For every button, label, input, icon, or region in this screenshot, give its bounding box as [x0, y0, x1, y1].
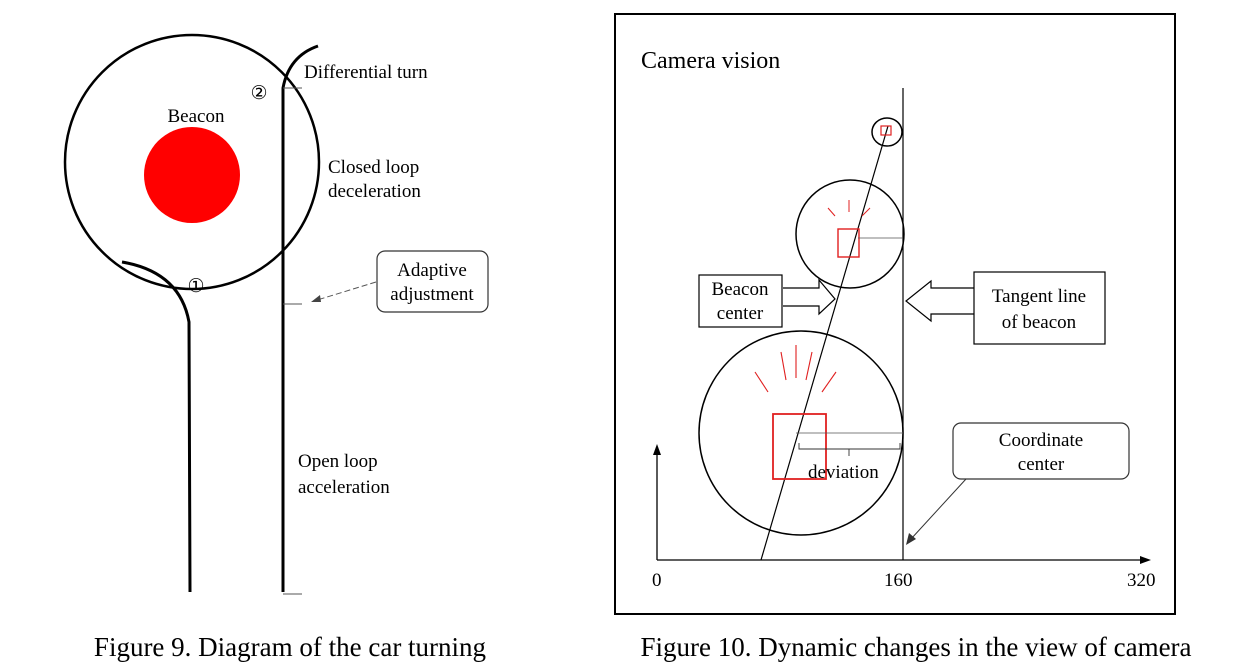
- beacon-center-label-1: Beacon: [712, 279, 769, 300]
- medium-ray-3: [861, 207, 871, 217]
- tick-label-160: 160: [884, 570, 913, 591]
- coordinate-pointer: [910, 478, 967, 540]
- large-ray-1: [754, 371, 769, 393]
- tangent-label-2: of beacon: [1002, 312, 1077, 333]
- closed-loop-label-2: deceleration: [328, 181, 421, 202]
- open-loop-label-1: Open loop: [298, 451, 378, 472]
- deviation-bracket: [798, 443, 901, 456]
- adaptive-box: [376, 250, 489, 313]
- beacon-label: Beacon: [168, 106, 225, 127]
- coordinate-box: [952, 422, 1130, 480]
- tangent-label-1: Tangent line: [992, 286, 1086, 307]
- large-ray-2: [780, 351, 787, 381]
- figure-9: Beacon ① ② Differential turn Closed loop…: [63, 33, 489, 662]
- figure-9-caption: Figure 9. Diagram of the car turning: [94, 632, 486, 662]
- coordinate-arrowhead: [906, 533, 916, 545]
- beacon-dot: [144, 127, 240, 223]
- camera-vision-title: Camera vision: [641, 48, 780, 74]
- coordinate-label-2: center: [1018, 454, 1065, 475]
- left-path: [121, 260, 192, 593]
- differential-turn-label: Differential turn: [304, 62, 428, 83]
- tick-label-0: 0: [652, 570, 662, 591]
- tangent-box: [973, 271, 1106, 345]
- beacon-marker-small: [880, 125, 892, 136]
- beacon-view-small: [871, 117, 903, 147]
- beacon-center-line: [760, 125, 889, 561]
- large-ray-5: [821, 371, 837, 393]
- adaptive-label-1: Adaptive: [397, 260, 467, 281]
- adaptive-label-2: adjustment: [390, 284, 474, 305]
- beacon-view-medium: [795, 179, 905, 289]
- medium-ray-1: [827, 207, 836, 217]
- figure-10-caption: Figure 10. Dynamic changes in the view o…: [640, 632, 1191, 662]
- large-ray-4: [805, 351, 813, 381]
- open-loop-label-2: acceleration: [298, 477, 390, 498]
- closed-loop-label-1: Closed loop: [328, 157, 419, 178]
- camera-frame: [614, 13, 1176, 615]
- figure-10: Camera vision 0 160 320 dev: [614, 13, 1192, 662]
- adaptive-arrowhead: [311, 295, 321, 302]
- coordinate-label-1: Coordinate: [999, 430, 1083, 451]
- tangent-arrow: [905, 279, 974, 323]
- deviation-label: deviation: [808, 462, 879, 483]
- tick-label-320: 320: [1127, 570, 1156, 591]
- beacon-center-box: [698, 274, 783, 328]
- y-axis-arrow: [653, 444, 661, 455]
- turning-circle: [63, 33, 321, 291]
- marker-2: ②: [250, 83, 267, 104]
- adaptive-pointer: [313, 281, 377, 302]
- beacon-center-label-2: center: [717, 303, 764, 324]
- right-path: [281, 44, 319, 592]
- beacon-marker-medium: [837, 228, 860, 258]
- beacon-marker-large: [772, 413, 827, 480]
- beacon-center-arrow: [783, 278, 836, 316]
- marker-1: ①: [187, 276, 204, 297]
- x-axis-arrow: [1140, 556, 1151, 564]
